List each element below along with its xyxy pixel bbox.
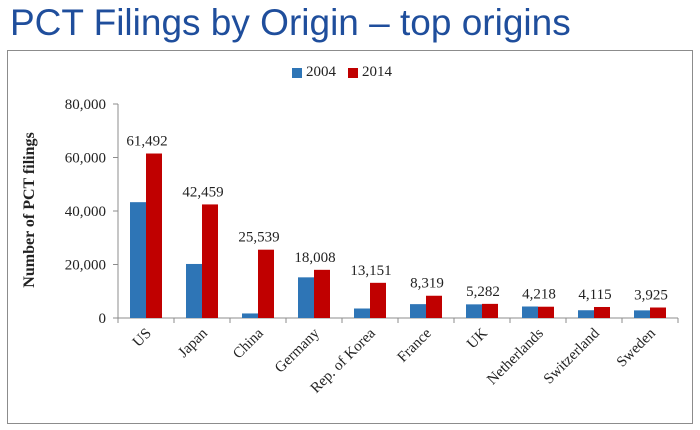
data-label: 3,925 bbox=[634, 288, 668, 304]
legend-item-2014: 2014 bbox=[348, 64, 392, 81]
x-category-label: Netherlands bbox=[484, 325, 547, 388]
bar-2004-switzerland bbox=[578, 310, 594, 318]
data-label: 25,539 bbox=[238, 230, 279, 246]
y-tick-label: 80,000 bbox=[65, 97, 106, 113]
bar-2004-japan bbox=[186, 263, 202, 318]
y-tick-label: 0 bbox=[99, 311, 107, 327]
bar-2004-china bbox=[242, 313, 258, 318]
data-label: 13,151 bbox=[350, 263, 391, 279]
bar-2014-china bbox=[258, 249, 274, 318]
bar-2004-france bbox=[410, 304, 426, 318]
bar-2004-us bbox=[130, 202, 146, 318]
bar-2014-switzerland bbox=[594, 306, 610, 318]
legend-item-2004: 2004 bbox=[292, 64, 336, 81]
bar-2014-france bbox=[426, 295, 442, 318]
bar-2014-sweden bbox=[650, 307, 666, 318]
bar-2004-germany bbox=[298, 277, 314, 318]
bar-2004-netherlands bbox=[522, 306, 538, 318]
x-category-label: UK bbox=[464, 325, 491, 352]
x-category-label: Sweden bbox=[614, 325, 659, 370]
y-axis-title: Number of PCT filings bbox=[21, 132, 38, 288]
chart-legend: 2004 2014 bbox=[292, 64, 398, 81]
x-category-label: Japan bbox=[175, 325, 211, 361]
bar-2004-rep-of-korea bbox=[354, 308, 370, 318]
chart-frame bbox=[7, 50, 693, 424]
data-label: 42,459 bbox=[182, 184, 223, 200]
x-category-label: China bbox=[230, 325, 267, 362]
data-label: 4,115 bbox=[578, 287, 611, 303]
data-label: 61,492 bbox=[126, 134, 167, 150]
legend-swatch-2014 bbox=[348, 67, 358, 78]
data-label: 4,218 bbox=[522, 287, 556, 303]
bar-2014-uk bbox=[482, 303, 498, 318]
y-tick-label: 40,000 bbox=[65, 204, 106, 220]
y-tick-label: 60,000 bbox=[65, 151, 106, 167]
slide-title: PCT Filings by Origin – top origins bbox=[10, 2, 571, 43]
bar-2014-germany bbox=[314, 269, 330, 318]
bar-2014-rep-of-korea bbox=[370, 282, 386, 318]
x-category-label: US bbox=[130, 326, 155, 351]
bar-2014-us bbox=[146, 153, 162, 318]
legend-swatch-2004 bbox=[292, 67, 302, 78]
bar-2014-netherlands bbox=[538, 306, 554, 318]
data-label: 5,282 bbox=[466, 284, 500, 300]
bar-2014-japan bbox=[202, 204, 218, 318]
x-category-label: France bbox=[395, 325, 435, 365]
bar-2004-sweden bbox=[634, 310, 650, 318]
legend-label-2014: 2014 bbox=[362, 64, 392, 80]
x-category-label: Switzerland bbox=[541, 325, 603, 387]
y-tick-label: 20,000 bbox=[65, 258, 106, 274]
data-label: 8,319 bbox=[410, 276, 444, 292]
data-label: 18,008 bbox=[294, 250, 335, 266]
legend-label-2004: 2004 bbox=[306, 64, 336, 80]
bar-2004-uk bbox=[466, 304, 482, 318]
x-category-label: Germany bbox=[272, 325, 323, 376]
